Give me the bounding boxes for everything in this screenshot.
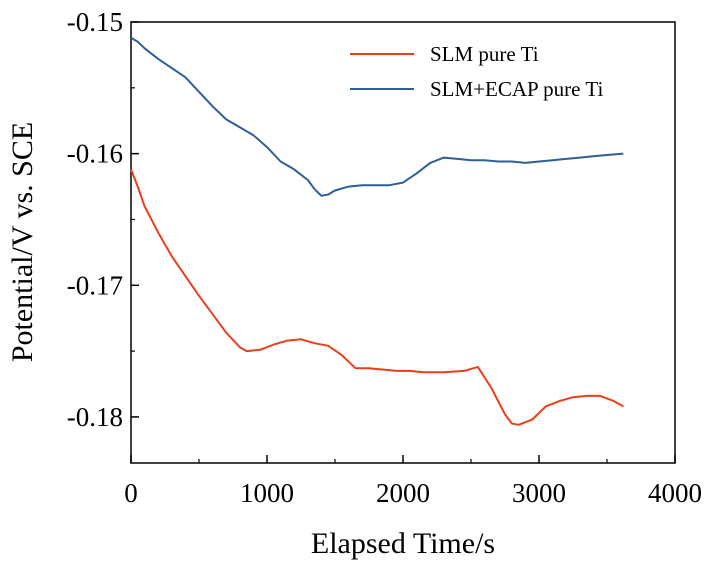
y-tick-label: -0.16 <box>67 139 123 169</box>
x-tick-label: 4000 <box>648 478 702 508</box>
x-axis-title: Elapsed Time/s <box>311 527 495 560</box>
legend: SLM pure Ti SLM+ECAP pure Ti <box>350 42 603 101</box>
x-tick-label: 0 <box>124 478 138 508</box>
y-tick-label: -0.18 <box>67 402 123 432</box>
legend-label-slm: SLM pure Ti <box>430 42 539 66</box>
x-tick-label: 2000 <box>376 478 430 508</box>
series-line-0 <box>130 169 624 426</box>
series-layer <box>130 36 624 426</box>
y-axis-title: Potential/V vs. SCE <box>6 122 39 362</box>
y-axis: -0.15 -0.16 -0.17 -0.18 <box>67 7 139 432</box>
x-axis: 0 1000 2000 3000 4000 <box>124 455 702 508</box>
y-tick-label: -0.17 <box>67 270 123 300</box>
legend-label-slm-ecap: SLM+ECAP pure Ti <box>430 77 603 101</box>
y-tick-label: -0.15 <box>67 7 123 37</box>
x-tick-label: 1000 <box>240 478 294 508</box>
x-tick-label: 3000 <box>512 478 566 508</box>
series-line-1 <box>130 36 624 197</box>
